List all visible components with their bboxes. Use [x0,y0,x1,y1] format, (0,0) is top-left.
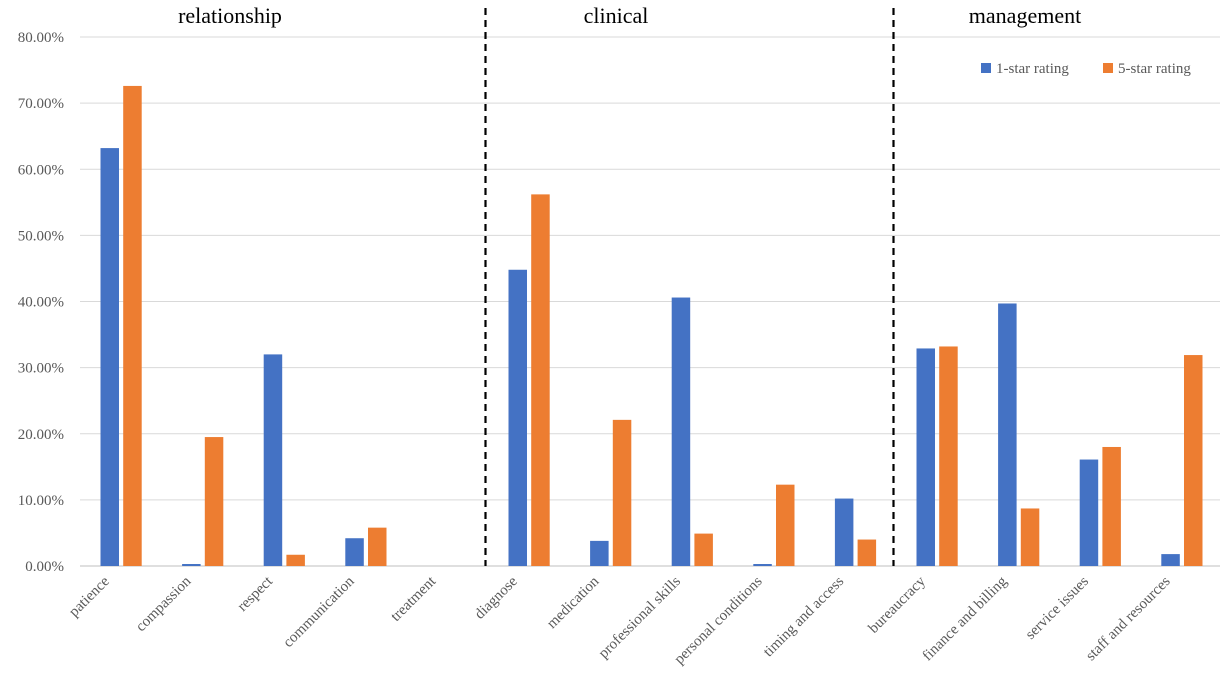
y-tick-label: 40.00% [18,295,64,311]
bar-one-star [671,297,691,566]
bar-five-star [1102,446,1121,566]
bar-one-star [263,354,283,566]
bar-five-star [939,346,958,566]
y-tick-label: 60.00% [18,162,64,178]
x-category-label: communication [280,573,358,651]
bar-five-star [612,419,632,566]
bar-five-star [286,554,305,566]
x-category-label: patience [66,573,113,620]
bar-one-star [998,303,1017,566]
group-label: management [969,3,1081,28]
x-category-label: finance and billing [920,573,1011,664]
y-tick-label: 70.00% [18,96,64,112]
bar-one-star [1161,554,1180,566]
x-category-label: diagnose [472,573,521,622]
y-tick-label: 30.00% [18,361,64,377]
bar-five-star [1020,508,1040,566]
y-tick-label: 50.00% [18,228,64,244]
x-category-label: medication [544,573,603,632]
x-category-label: treatment [388,573,440,625]
y-tick-label: 80.00% [18,30,64,46]
y-tick-label: 0.00% [25,559,64,575]
bar-one-star [100,148,119,566]
x-category-label: professional skills [596,573,684,661]
x-category-label: personal conditions [672,573,766,667]
bar-five-star [694,533,713,566]
legend-label: 1-star rating [996,61,1069,77]
legend-label: 5-star rating [1118,61,1191,77]
bar-one-star [590,540,609,566]
bar-five-star [123,85,142,567]
bar-one-star [753,564,772,566]
legend-swatch [981,63,991,73]
bar-one-star [345,538,364,566]
bar-five-star [531,194,550,566]
bar-one-star [182,564,201,566]
bar-five-star [204,437,224,566]
legend-swatch [1103,63,1113,73]
bar-one-star [916,348,935,566]
bar-one-star [1079,459,1099,566]
group-label: relationship [178,3,282,28]
bar-five-star [857,539,877,566]
x-category-label: staff and resources [1083,573,1174,664]
bar-five-star [1184,355,1203,566]
x-category-label: timing and access [761,573,848,660]
bar-one-star [508,269,527,566]
x-category-label: bureaucracy [866,573,929,636]
x-category-label: service issues [1023,573,1092,642]
x-category-label: compassion [133,573,195,635]
y-tick-label: 20.00% [18,427,64,443]
bar-five-star [368,527,387,566]
group-label: clinical [584,3,649,28]
x-category-label: respect [235,573,277,615]
bar-five-star [776,484,795,566]
bar-one-star [834,498,854,566]
y-tick-label: 10.00% [18,493,64,509]
